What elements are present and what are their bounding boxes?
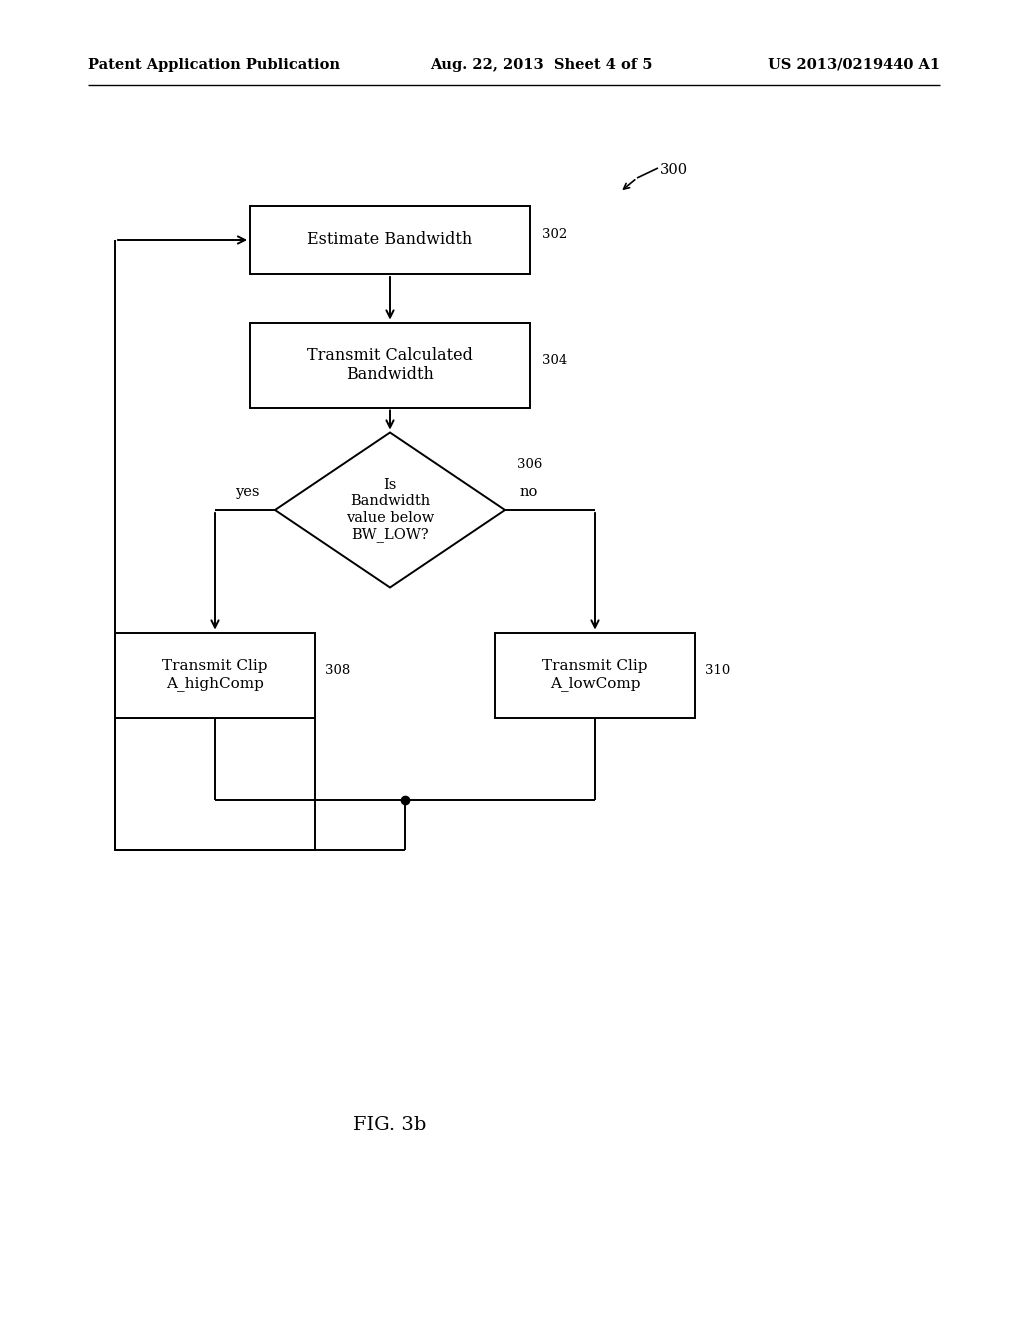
Text: Transmit Clip
A_lowComp: Transmit Clip A_lowComp (543, 660, 648, 690)
Polygon shape (275, 433, 505, 587)
Text: US 2013/0219440 A1: US 2013/0219440 A1 (768, 58, 940, 73)
Text: Patent Application Publication: Patent Application Publication (88, 58, 340, 73)
Bar (115, 632, 315, 718)
Text: Transmit Calculated
Bandwidth: Transmit Calculated Bandwidth (307, 347, 473, 383)
Bar (115, 718, 315, 850)
Text: Transmit Clip
A_highComp: Transmit Clip A_highComp (162, 660, 267, 690)
Text: yes: yes (236, 484, 260, 499)
Text: no: no (520, 484, 539, 499)
Bar (495, 632, 695, 718)
Text: 308: 308 (325, 664, 350, 676)
Text: Is
Bandwidth
value below
BW_LOW?: Is Bandwidth value below BW_LOW? (346, 478, 434, 541)
Text: 310: 310 (705, 664, 730, 676)
Text: FIG. 3b: FIG. 3b (353, 1115, 427, 1134)
Text: 300: 300 (660, 162, 688, 177)
Text: 306: 306 (517, 458, 543, 471)
Text: 302: 302 (542, 228, 567, 242)
Bar (250, 206, 530, 275)
Bar (250, 322, 530, 408)
Text: 304: 304 (542, 354, 567, 367)
Text: Estimate Bandwidth: Estimate Bandwidth (307, 231, 473, 248)
Text: Aug. 22, 2013  Sheet 4 of 5: Aug. 22, 2013 Sheet 4 of 5 (430, 58, 652, 73)
